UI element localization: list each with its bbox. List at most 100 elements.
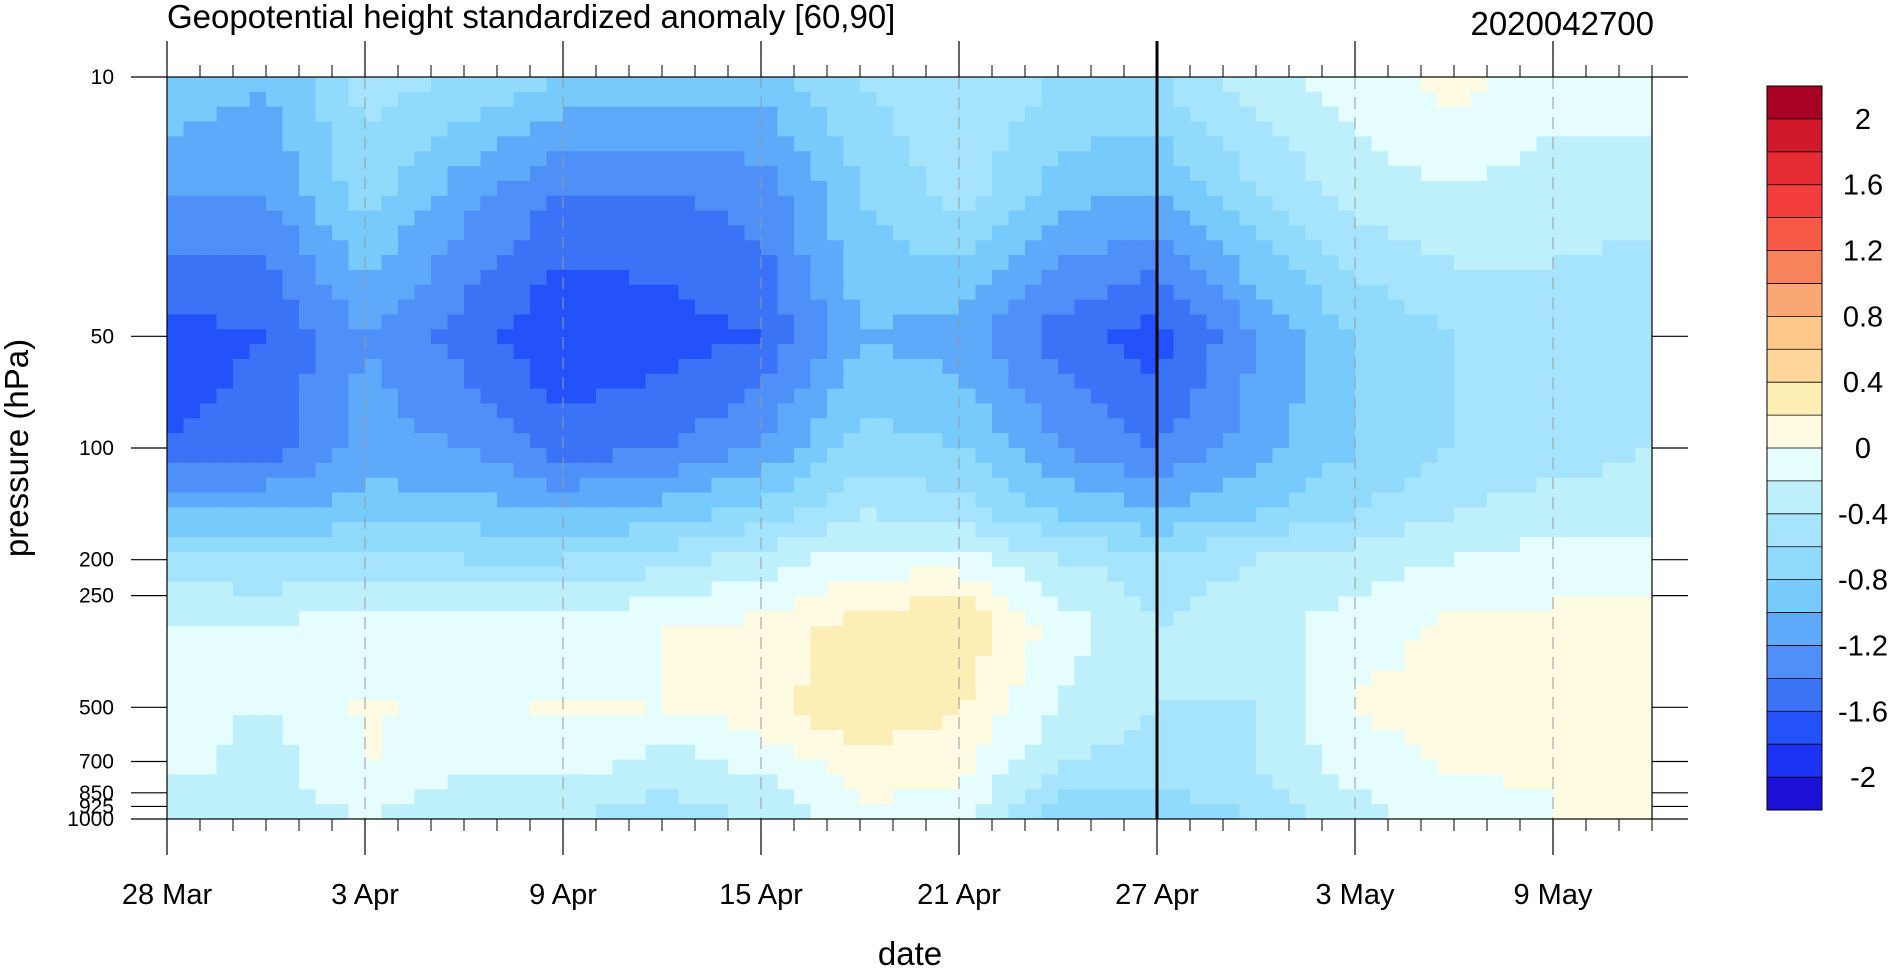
contour-cell bbox=[1569, 611, 1587, 627]
contour-cell bbox=[282, 685, 300, 701]
contour-cell bbox=[249, 121, 267, 137]
contour-cell bbox=[315, 522, 333, 538]
contour-cell bbox=[1025, 136, 1043, 152]
contour-cell bbox=[678, 611, 696, 627]
contour-cell bbox=[1107, 729, 1125, 746]
contour-cell bbox=[1322, 537, 1340, 553]
contour-cell bbox=[1355, 210, 1373, 226]
contour-cell bbox=[1091, 611, 1109, 627]
contour-cell bbox=[1602, 715, 1620, 731]
contour-cell bbox=[810, 255, 828, 271]
contour-cell bbox=[431, 166, 449, 182]
contour-cell bbox=[381, 477, 399, 494]
contour-cell bbox=[596, 655, 614, 672]
contour-cell bbox=[1058, 685, 1076, 701]
contour-cell bbox=[975, 700, 993, 716]
contour-cell bbox=[1338, 774, 1356, 790]
contour-cell bbox=[530, 596, 548, 612]
contour-cell bbox=[909, 685, 927, 701]
contour-cell bbox=[497, 210, 515, 226]
contour-cell bbox=[414, 358, 432, 375]
contour-cell bbox=[1437, 448, 1455, 464]
contour-cell bbox=[1058, 373, 1076, 390]
contour-cell bbox=[1256, 373, 1274, 390]
contour-cell bbox=[761, 804, 779, 819]
contour-cell bbox=[1355, 136, 1373, 152]
contour-cell bbox=[266, 106, 284, 123]
contour-cell bbox=[216, 255, 234, 271]
contour-cell bbox=[464, 774, 482, 790]
contour-cell bbox=[926, 670, 944, 687]
contour-cell bbox=[546, 611, 564, 627]
contour-cell bbox=[216, 403, 234, 419]
contour-cell bbox=[365, 640, 383, 657]
contour-cell bbox=[167, 670, 185, 687]
contour-cell bbox=[1058, 522, 1076, 538]
contour-cell bbox=[744, 433, 762, 449]
contour-cell bbox=[414, 284, 432, 301]
contour-cell bbox=[827, 240, 845, 256]
contour-cell bbox=[513, 433, 531, 449]
contour-cell bbox=[1470, 744, 1488, 761]
contour-cell bbox=[233, 774, 251, 790]
contour-cell bbox=[909, 596, 927, 612]
contour-cell bbox=[167, 789, 185, 805]
contour-cell bbox=[216, 299, 234, 316]
contour-cell bbox=[1041, 626, 1059, 642]
contour-cell bbox=[1569, 804, 1587, 819]
contour-cell bbox=[695, 77, 713, 93]
contour-cell bbox=[645, 373, 663, 390]
contour-cell bbox=[464, 329, 482, 345]
contour-cell bbox=[777, 581, 795, 597]
x-tick-label: 9 Apr bbox=[529, 879, 597, 911]
contour-cell bbox=[1421, 195, 1439, 212]
contour-cell bbox=[1635, 611, 1652, 627]
contour-cell bbox=[233, 77, 251, 93]
contour-cell bbox=[431, 151, 449, 167]
contour-cell bbox=[695, 314, 713, 330]
contour-cell bbox=[1520, 418, 1538, 434]
contour-cell bbox=[1272, 240, 1290, 256]
contour-cell bbox=[348, 269, 366, 286]
contour-cell bbox=[216, 358, 234, 375]
contour-cell bbox=[348, 195, 366, 212]
contour-cell bbox=[612, 626, 630, 642]
contour-cell bbox=[1289, 329, 1307, 345]
contour-cell bbox=[1487, 655, 1505, 672]
contour-cell bbox=[249, 611, 267, 627]
contour-cell bbox=[843, 507, 861, 523]
contour-cell bbox=[266, 789, 284, 805]
contour-cell bbox=[348, 136, 366, 152]
contour-cell bbox=[1107, 700, 1125, 716]
contour-cell bbox=[530, 611, 548, 627]
contour-cell bbox=[1338, 344, 1356, 360]
contour-cell bbox=[959, 344, 977, 360]
contour-cell bbox=[1058, 195, 1076, 212]
contour-cell bbox=[612, 744, 630, 761]
contour-cell bbox=[876, 448, 894, 464]
contour-cell bbox=[431, 611, 449, 627]
contour-cell bbox=[1041, 522, 1059, 538]
contour-cell bbox=[975, 269, 993, 286]
contour-cell bbox=[1206, 329, 1224, 345]
contour-cell bbox=[546, 121, 564, 137]
contour-cell bbox=[629, 91, 647, 108]
contour-cell bbox=[1421, 789, 1439, 805]
contour-cell bbox=[546, 685, 564, 701]
contour-cell bbox=[1140, 433, 1158, 449]
contour-cell bbox=[1041, 121, 1059, 137]
contour-cell bbox=[497, 492, 515, 508]
contour-cell bbox=[827, 166, 845, 182]
contour-cell bbox=[365, 314, 383, 330]
contour-cell bbox=[942, 522, 960, 538]
contour-cell bbox=[761, 596, 779, 612]
contour-cell bbox=[1025, 581, 1043, 597]
contour-cell bbox=[1107, 522, 1125, 538]
contour-cell bbox=[1058, 166, 1076, 182]
contour-cell bbox=[1421, 180, 1439, 197]
contour-cell bbox=[200, 91, 218, 108]
contour-cell bbox=[761, 418, 779, 434]
contour-cell bbox=[1602, 240, 1620, 256]
contour-cell bbox=[678, 180, 696, 197]
contour-cell bbox=[315, 551, 333, 568]
